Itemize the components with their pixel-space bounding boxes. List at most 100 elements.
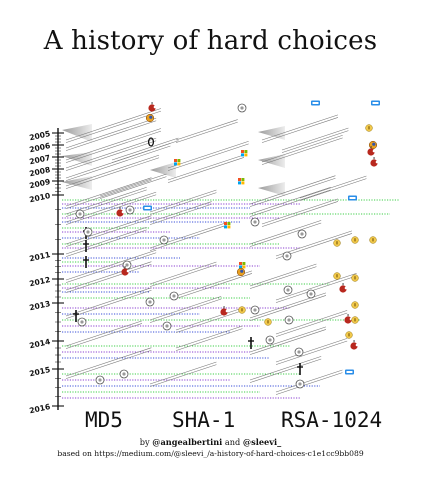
ssl-badge-icon [333, 272, 341, 280]
event-caption-line [167, 141, 249, 169]
event-caption-line [111, 140, 179, 163]
year-label: 2011 [28, 250, 51, 263]
event-caption-line [65, 323, 143, 349]
apple-icon [121, 266, 130, 276]
event-caption-line [149, 264, 217, 287]
event-caption-line [65, 229, 147, 257]
event-caption-line [261, 114, 339, 141]
event-caption-line [99, 173, 167, 197]
microsoft-icon [241, 150, 248, 157]
google-chrome-icon [77, 317, 87, 327]
event-caption-line [261, 137, 343, 165]
event-caption-line [249, 189, 331, 217]
event-caption-line [275, 340, 348, 365]
year-label: 2009 [28, 177, 51, 190]
event-caption-line [65, 154, 160, 187]
event-caption-line [175, 325, 243, 349]
event-caption-line [65, 287, 152, 317]
year-label: 2012 [28, 275, 51, 288]
event-caption-line [249, 356, 322, 381]
event-caption-line [65, 261, 152, 291]
event-caption-line [65, 249, 157, 281]
event-caption-line [299, 175, 367, 199]
event-caption-line [249, 326, 327, 353]
event-caption-line [65, 108, 162, 141]
google-chrome-icon [283, 285, 293, 295]
event-caption-line [111, 137, 179, 161]
ssl-badge-icon [351, 236, 359, 244]
event-caption-line [175, 328, 243, 351]
apple-icon [339, 283, 348, 293]
event-caption-line [99, 176, 167, 199]
event-caption-line [249, 266, 317, 289]
announcement-wedges [62, 124, 285, 196]
ie-icon [345, 369, 354, 375]
event-caption-line [65, 128, 162, 161]
year-label: 2015 [28, 365, 51, 378]
google-chrome-icon [95, 375, 105, 385]
google-chrome-icon [75, 209, 85, 219]
event-caption-line [65, 120, 157, 151]
event-caption-line [65, 187, 147, 215]
apple-icon [344, 314, 353, 324]
event-caption-line [65, 157, 160, 189]
google-chrome-icon [119, 369, 129, 379]
event-caption-line [275, 372, 343, 395]
cert-icon [147, 137, 155, 147]
dagger-icon [297, 363, 303, 375]
event-caption-line [149, 296, 222, 321]
year-label: 2014 [28, 337, 51, 350]
event-caption-line [175, 121, 238, 143]
year-label: 2010 [28, 191, 51, 204]
event-caption-line [249, 292, 327, 319]
source-line: based on https://medium.com/@sleevi_/a-h… [57, 449, 364, 458]
credit-prefix: by [139, 437, 150, 447]
google-chrome-icon [145, 297, 155, 307]
vendor-icons [73, 100, 380, 389]
ie-icon [311, 100, 320, 106]
event-caption-line [65, 215, 152, 245]
year-label: 2013 [28, 299, 51, 312]
event-caption-line [175, 310, 243, 333]
ssl-badge-icon [264, 318, 272, 326]
apple-icon [350, 340, 359, 350]
ssl-badge-icon [333, 239, 341, 247]
event-caption-line [275, 310, 348, 335]
microsoft-icon [174, 159, 181, 166]
year-ticks [52, 132, 64, 407]
event-caption-line [65, 137, 157, 169]
event-caption-line [261, 198, 339, 225]
event-caption-line [175, 307, 243, 331]
column-rsa1024: RSA-1024 [281, 408, 382, 432]
event-caption-line [65, 290, 152, 319]
event-caption-line [65, 264, 152, 293]
event-caption-line [149, 261, 217, 285]
event-caption-line [65, 180, 152, 209]
year-label: 2016 [28, 402, 51, 415]
event-caption-line [65, 130, 162, 163]
author-1: @angealbertini [152, 437, 223, 447]
google-chrome-icon [169, 291, 179, 301]
dagger-icon [83, 240, 89, 252]
event-caption-line [281, 127, 349, 151]
event-caption-line [65, 140, 157, 171]
event-caption-line [249, 220, 322, 245]
google-chrome-icon [306, 289, 316, 299]
event-caption-line [65, 320, 143, 347]
google-chrome-icon [125, 205, 135, 215]
event-caption-line [275, 230, 353, 257]
event-caption-line [261, 201, 339, 227]
credit-line: by @angealbertini and @sleevi_ [0, 437, 421, 447]
apple-icon [116, 207, 125, 217]
page-title: A history of hard choices [43, 26, 378, 56]
event-caption-line [149, 189, 217, 213]
event-caption-line [275, 369, 343, 393]
event-caption-line [65, 218, 152, 247]
google-chrome-icon [250, 305, 260, 315]
microsoft-icon [224, 222, 231, 229]
ie-icon [371, 100, 380, 106]
ssl-badge-icon [365, 124, 373, 132]
